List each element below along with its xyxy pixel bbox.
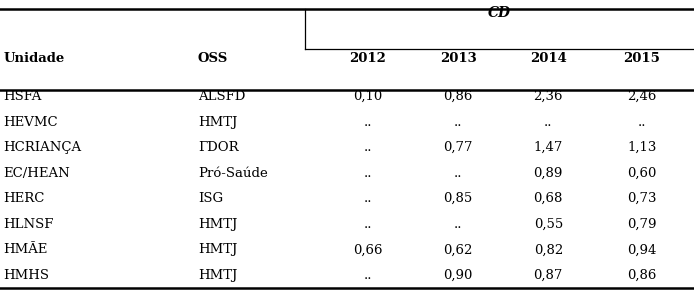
Text: 2015: 2015 xyxy=(623,52,661,65)
Text: 0,89: 0,89 xyxy=(534,167,563,180)
Text: 0,55: 0,55 xyxy=(534,218,563,231)
Text: 0,85: 0,85 xyxy=(443,192,473,205)
Text: ..: .. xyxy=(364,269,372,282)
Text: HSFA: HSFA xyxy=(3,90,42,103)
Text: ISG: ISG xyxy=(198,192,223,205)
Text: HMTJ: HMTJ xyxy=(198,243,237,256)
Text: 1,47: 1,47 xyxy=(534,141,563,154)
Text: ΓDOR: ΓDOR xyxy=(198,141,239,154)
Text: ..: .. xyxy=(638,116,646,128)
Text: 0,60: 0,60 xyxy=(627,167,657,180)
Text: 0,87: 0,87 xyxy=(534,269,563,282)
Text: HMTJ: HMTJ xyxy=(198,218,237,231)
Text: HMTJ: HMTJ xyxy=(198,116,237,128)
Text: 2014: 2014 xyxy=(530,52,567,65)
Text: HLNSF: HLNSF xyxy=(3,218,54,231)
Text: 0,66: 0,66 xyxy=(353,243,382,256)
Text: HMHS: HMHS xyxy=(3,269,49,282)
Text: 0,73: 0,73 xyxy=(627,192,657,205)
Text: ..: .. xyxy=(364,167,372,180)
Text: Unidade: Unidade xyxy=(3,52,65,65)
Text: ..: .. xyxy=(454,218,462,231)
Text: ..: .. xyxy=(364,141,372,154)
Text: OSS: OSS xyxy=(198,52,228,65)
Text: ..: .. xyxy=(544,116,552,128)
Text: 1,13: 1,13 xyxy=(627,141,657,154)
Text: ..: .. xyxy=(364,218,372,231)
Text: HCRIANÇA: HCRIANÇA xyxy=(3,141,82,154)
Text: 2013: 2013 xyxy=(440,52,476,65)
Text: ALSFD: ALSFD xyxy=(198,90,245,103)
Text: 0,10: 0,10 xyxy=(353,90,382,103)
Text: EC/HEAN: EC/HEAN xyxy=(3,167,70,180)
Text: 2,36: 2,36 xyxy=(534,90,563,103)
Text: 2012: 2012 xyxy=(349,52,387,65)
Text: 0,86: 0,86 xyxy=(443,90,473,103)
Text: HEVMC: HEVMC xyxy=(3,116,58,128)
Text: HERC: HERC xyxy=(3,192,45,205)
Text: 0,94: 0,94 xyxy=(627,243,657,256)
Text: Pró-Saúde: Pró-Saúde xyxy=(198,167,268,180)
Text: ..: .. xyxy=(454,167,462,180)
Text: HMTJ: HMTJ xyxy=(198,269,237,282)
Text: CD: CD xyxy=(488,6,511,20)
Text: ..: .. xyxy=(364,192,372,205)
Text: 2,46: 2,46 xyxy=(627,90,657,103)
Text: 0,90: 0,90 xyxy=(443,269,473,282)
Text: 0,62: 0,62 xyxy=(443,243,473,256)
Text: 0,86: 0,86 xyxy=(627,269,657,282)
Text: 0,79: 0,79 xyxy=(627,218,657,231)
Text: 0,82: 0,82 xyxy=(534,243,563,256)
Text: 0,77: 0,77 xyxy=(443,141,473,154)
Text: 0,68: 0,68 xyxy=(534,192,563,205)
Text: ..: .. xyxy=(364,116,372,128)
Text: ..: .. xyxy=(454,116,462,128)
Text: HMÃE: HMÃE xyxy=(3,243,48,256)
